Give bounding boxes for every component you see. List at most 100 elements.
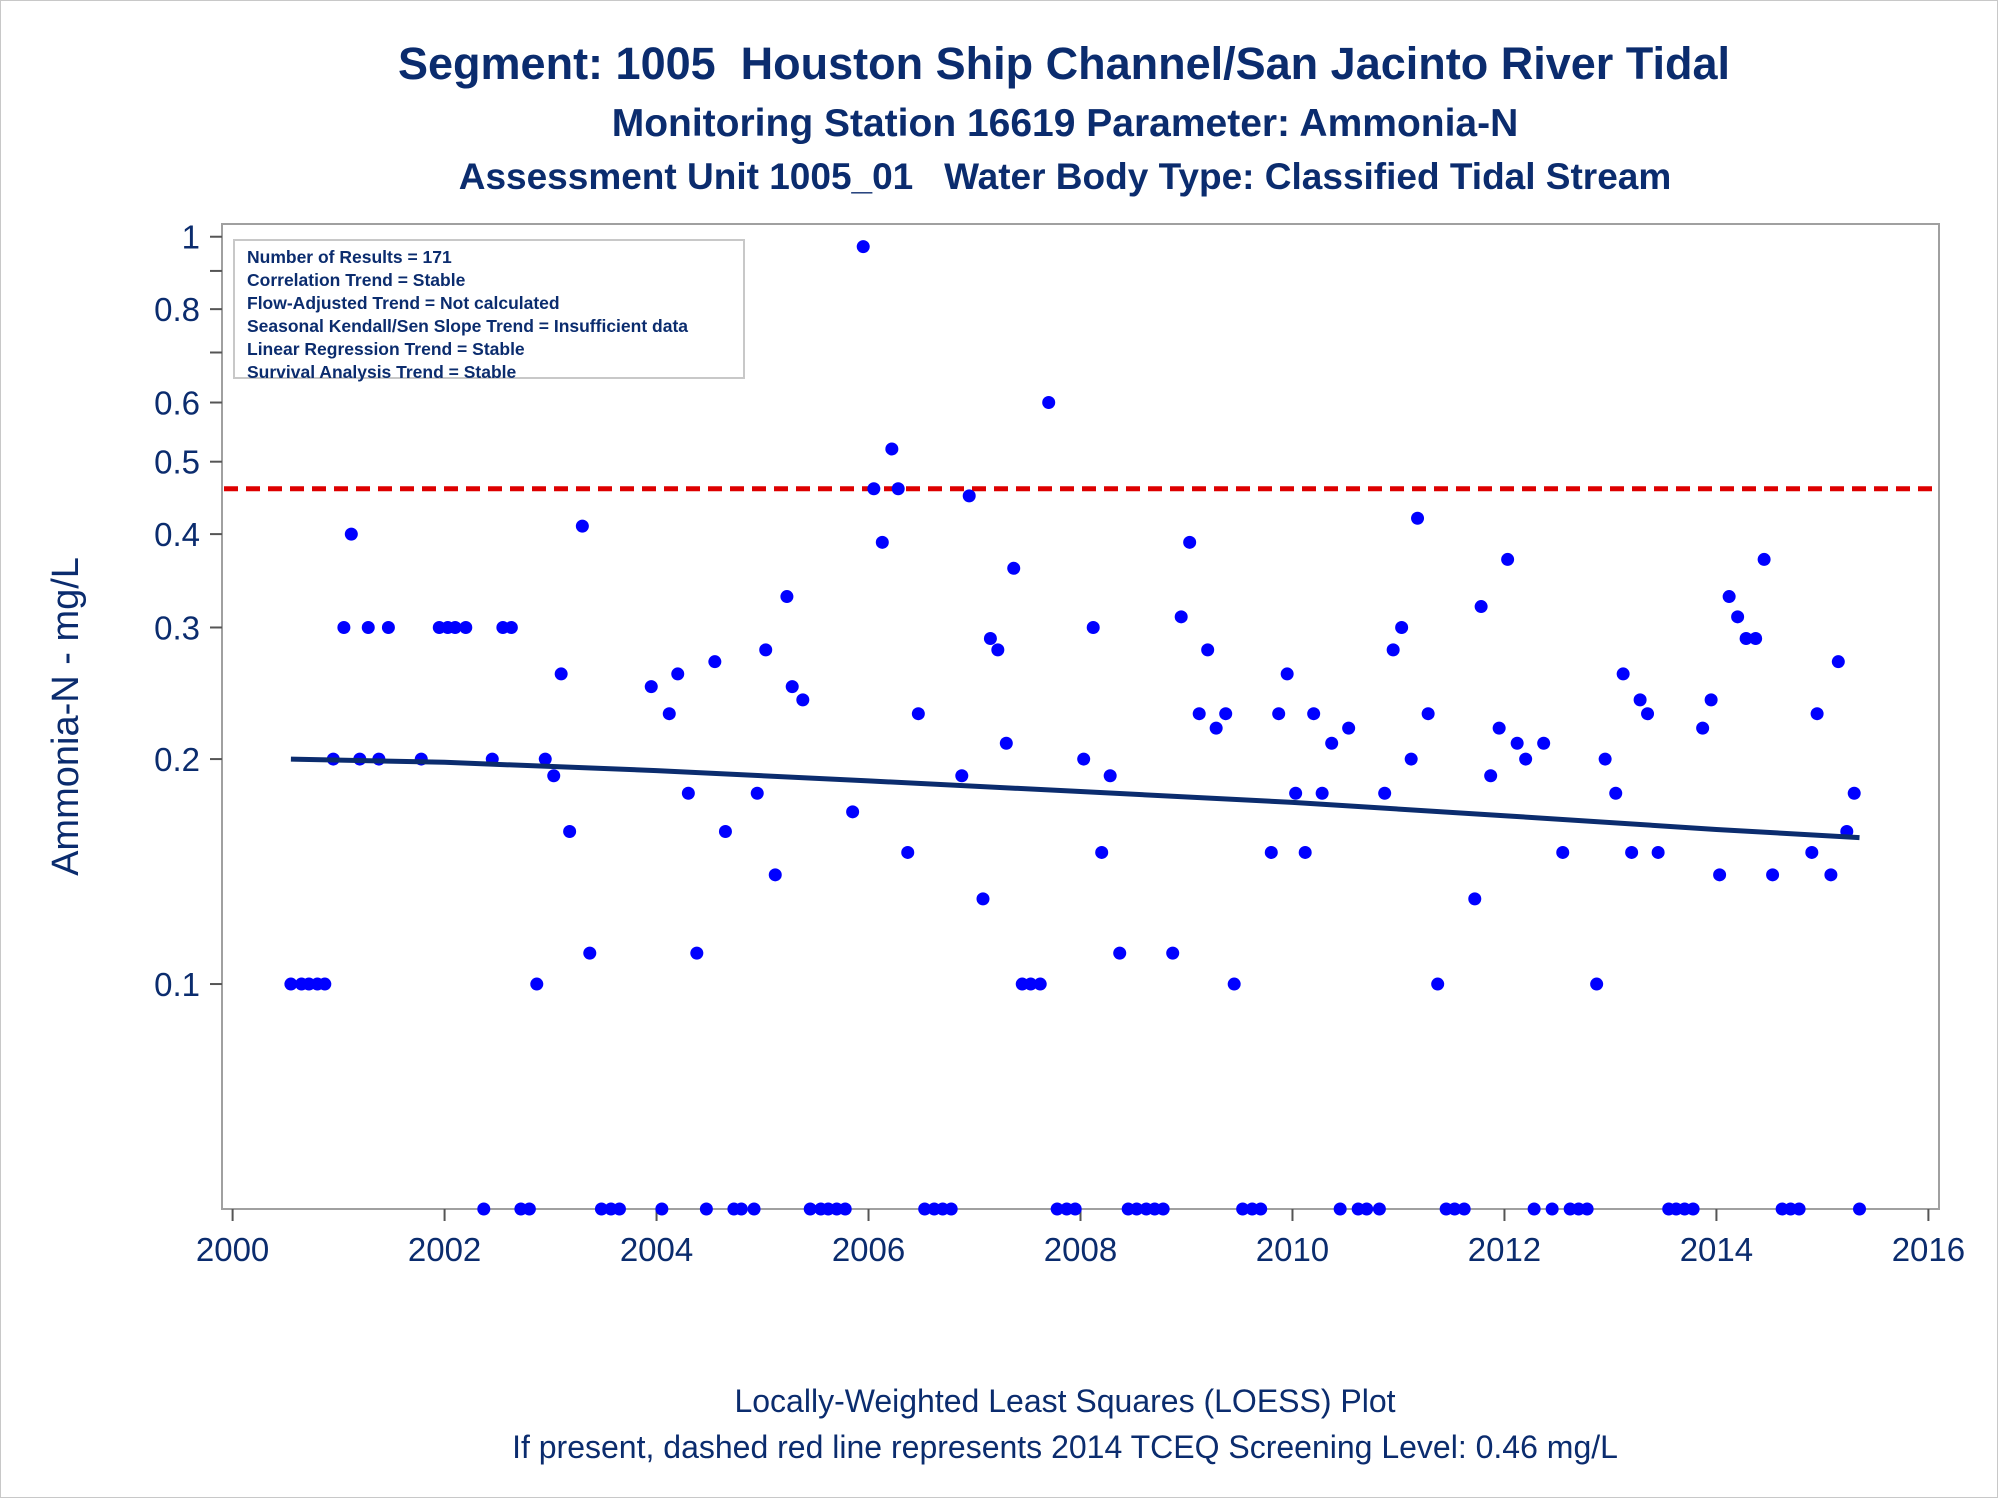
data-point xyxy=(448,620,462,634)
data-point xyxy=(1068,1202,1082,1216)
data-point xyxy=(750,786,764,800)
y-tick-label: 0.6 xyxy=(154,385,200,422)
data-point xyxy=(1713,868,1727,882)
data-point xyxy=(962,489,976,503)
trend-summary-box: Number of Results = 171 Correlation Tren… xyxy=(233,239,745,382)
data-point xyxy=(1704,693,1718,707)
chart-title: Segment: 1005 Houston Ship Channel/San J… xyxy=(398,38,1730,89)
data-point xyxy=(901,845,915,859)
data-point xyxy=(796,693,810,707)
data-point xyxy=(944,1202,958,1216)
data-point xyxy=(1113,946,1127,960)
data-point xyxy=(803,1202,817,1216)
data-point xyxy=(1556,845,1570,859)
data-point xyxy=(681,786,695,800)
data-point xyxy=(583,946,597,960)
x-tick-label: 2014 xyxy=(1680,1231,1753,1268)
x-tick-label: 2012 xyxy=(1468,1231,1541,1268)
correlation-trend-text: Correlation Trend = Stable xyxy=(247,270,466,290)
data-point xyxy=(1395,620,1409,634)
data-point xyxy=(1696,721,1710,735)
data-point xyxy=(1095,845,1109,859)
data-point xyxy=(459,620,473,634)
data-point xyxy=(1519,752,1533,766)
data-point xyxy=(1342,721,1356,735)
data-point xyxy=(1792,1202,1806,1216)
data-point xyxy=(1183,535,1197,549)
data-point xyxy=(891,482,905,496)
data-point xyxy=(1537,736,1551,750)
data-point xyxy=(1853,1202,1867,1216)
y-tick-label: 0.1 xyxy=(154,966,200,1003)
data-point xyxy=(734,1202,748,1216)
data-point xyxy=(361,620,375,634)
data-point xyxy=(1847,786,1861,800)
data-point xyxy=(1298,845,1312,859)
data-point xyxy=(1633,693,1647,707)
data-point xyxy=(991,643,1005,657)
footnote-plot-type: Locally-Weighted Least Squares (LOESS) P… xyxy=(734,1383,1396,1419)
data-point xyxy=(1130,1202,1144,1216)
data-point xyxy=(671,667,685,681)
data-point xyxy=(1404,752,1418,766)
data-point xyxy=(1254,1202,1268,1216)
data-point xyxy=(1580,1202,1594,1216)
x-tick-label: 2016 xyxy=(1892,1231,1965,1268)
data-point xyxy=(838,1202,852,1216)
data-point xyxy=(1805,845,1819,859)
data-point xyxy=(538,752,552,766)
data-point xyxy=(554,667,568,681)
data-point xyxy=(1810,707,1824,721)
data-point xyxy=(522,1202,536,1216)
data-point xyxy=(1174,610,1188,624)
x-tick-label: 2004 xyxy=(620,1231,693,1268)
data-point xyxy=(708,655,722,669)
x-tick-label: 2006 xyxy=(832,1231,905,1268)
data-point xyxy=(1686,1202,1700,1216)
data-point xyxy=(563,824,577,838)
data-point xyxy=(1824,868,1838,882)
data-point xyxy=(1325,736,1339,750)
data-point xyxy=(1227,977,1241,991)
data-point xyxy=(1739,631,1753,645)
flow-adjusted-trend-text: Flow-Adjusted Trend = Not calculated xyxy=(247,293,560,313)
data-point xyxy=(530,977,544,991)
data-point xyxy=(768,868,782,882)
data-point xyxy=(1236,1202,1250,1216)
data-point xyxy=(1201,643,1215,657)
results-count-text: Number of Results = 171 xyxy=(247,247,452,267)
data-point xyxy=(911,707,925,721)
data-point xyxy=(594,1202,608,1216)
data-point xyxy=(644,680,658,694)
data-point xyxy=(1501,552,1515,566)
data-point xyxy=(1024,977,1038,991)
data-point xyxy=(1219,707,1233,721)
data-point xyxy=(1457,1202,1471,1216)
data-point xyxy=(1448,1202,1462,1216)
data-point xyxy=(1651,845,1665,859)
data-point xyxy=(1492,721,1506,735)
data-point xyxy=(1264,845,1278,859)
y-tick-label: 0.3 xyxy=(154,609,200,646)
data-point xyxy=(1831,655,1845,669)
data-point xyxy=(662,707,676,721)
data-point xyxy=(1360,1202,1374,1216)
data-point xyxy=(955,769,969,783)
x-tick-label: 2002 xyxy=(408,1231,481,1268)
data-point xyxy=(690,946,704,960)
data-point xyxy=(1086,620,1100,634)
data-point xyxy=(1616,667,1630,681)
data-point xyxy=(1372,1202,1386,1216)
data-point xyxy=(699,1202,713,1216)
loess-curve xyxy=(290,756,1860,841)
data-point xyxy=(1609,786,1623,800)
data-point xyxy=(1474,600,1488,614)
data-point xyxy=(1333,1202,1347,1216)
data-point xyxy=(1042,396,1056,410)
data-point xyxy=(759,643,773,657)
data-point xyxy=(856,240,870,254)
data-point xyxy=(1307,707,1321,721)
data-point xyxy=(976,892,990,906)
data-point xyxy=(477,1202,491,1216)
